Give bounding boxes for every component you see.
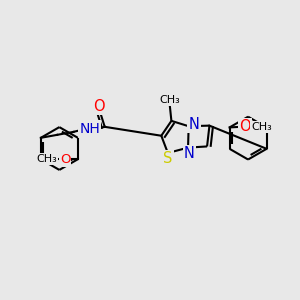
Text: S: S [164, 152, 173, 166]
Text: CH₃: CH₃ [160, 95, 180, 105]
Text: N: N [189, 117, 200, 132]
Text: O: O [239, 119, 251, 134]
Text: N: N [184, 146, 195, 161]
Text: CH₃: CH₃ [36, 154, 57, 164]
Text: NH: NH [79, 122, 100, 136]
Text: O: O [94, 98, 105, 113]
Text: O: O [60, 153, 70, 166]
Text: CH₃: CH₃ [251, 122, 272, 132]
